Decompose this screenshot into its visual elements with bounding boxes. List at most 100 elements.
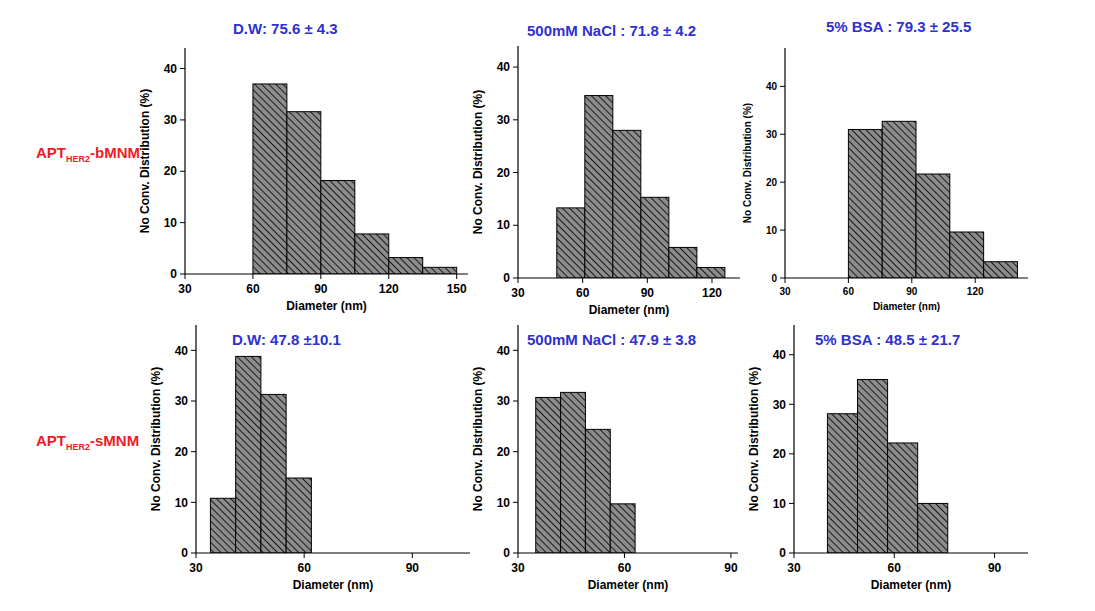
y-tick [789, 354, 794, 355]
y-tick [780, 86, 785, 87]
y-tick-label: 30 [175, 394, 189, 408]
y-tick-label: 20 [766, 177, 778, 188]
panel: 010203040306090Diameter (nm)No Conv. Dis… [149, 325, 470, 592]
row-label-text: APT [36, 144, 66, 161]
y-tick-label: 20 [164, 164, 178, 178]
row-label: APTHER2-sMNM [36, 432, 139, 452]
x-tick [518, 553, 519, 558]
y-tick [191, 401, 196, 402]
histogram-bar [610, 504, 635, 553]
y-tick [513, 119, 518, 120]
histogram-bar [536, 397, 561, 553]
histogram-bar [561, 392, 586, 553]
x-tick [730, 553, 731, 558]
x-axis-line [518, 277, 740, 278]
y-tick [513, 451, 518, 452]
y-tick-label: 10 [766, 225, 778, 236]
y-tick [513, 67, 518, 68]
x-tick-label: 60 [618, 561, 632, 575]
histogram-bar [423, 267, 457, 274]
y-axis-line [517, 46, 518, 278]
x-tick [848, 278, 849, 283]
y-tick [789, 553, 794, 554]
histogram-bar [916, 174, 950, 278]
panel: 010203040306090120Diameter (nm)No Conv. … [742, 18, 1028, 312]
histogram-bar [669, 247, 697, 278]
row-label-suffix: -sMNM [90, 432, 139, 449]
panel-title: 500mM NaCl : 71.8 ± 4.2 [527, 22, 696, 39]
histogram-bar [286, 478, 311, 553]
histogram-bar [888, 443, 918, 553]
panel-title: D.W: 47.8 ±10.1 [232, 331, 341, 348]
bars [557, 96, 725, 278]
x-tick [647, 278, 648, 283]
x-tick-label: 60 [843, 286, 855, 297]
x-tick-label: 90 [406, 561, 420, 575]
y-tick [513, 502, 518, 503]
y-tick-label: 0 [779, 546, 786, 560]
x-tick-label: 30 [787, 561, 801, 575]
x-tick [582, 278, 583, 283]
y-tick-label: 40 [164, 62, 178, 76]
y-tick [180, 222, 185, 223]
x-tick-label: 90 [314, 282, 328, 296]
x-axis-label: Diameter (nm) [871, 578, 952, 592]
y-tick [789, 503, 794, 504]
y-tick-label: 20 [773, 447, 787, 461]
y-tick [780, 230, 785, 231]
x-tick [894, 553, 895, 558]
y-tick-label: 40 [497, 60, 511, 74]
x-tick [624, 553, 625, 558]
x-tick-label: 90 [641, 286, 655, 300]
y-axis-line [517, 325, 518, 553]
y-tick-label: 10 [175, 496, 189, 510]
y-tick [780, 278, 785, 279]
x-tick-label: 60 [246, 282, 260, 296]
row-label-subscript: HER2 [66, 154, 90, 164]
x-tick [388, 274, 389, 279]
histogram-bar [882, 121, 916, 278]
y-tick [780, 182, 785, 183]
y-tick [513, 225, 518, 226]
x-tick [252, 274, 253, 279]
y-tick [180, 119, 185, 120]
x-tick-label: 120 [967, 286, 984, 297]
histogram-bar [389, 258, 423, 274]
y-axis-label: No Conv. Distribution (%) [149, 367, 163, 511]
y-axis-line [793, 325, 794, 553]
histogram-bar [613, 130, 641, 278]
y-tick [180, 274, 185, 275]
histogram-bar [984, 262, 1018, 278]
bars [848, 121, 1017, 278]
x-tick-label: 120 [379, 282, 399, 296]
y-tick-label: 10 [164, 216, 178, 230]
y-axis-label: No Conv. Distribution (%) [471, 367, 485, 511]
y-tick [191, 350, 196, 351]
x-tick [994, 553, 995, 558]
y-tick [513, 350, 518, 351]
x-tick-label: 60 [576, 286, 590, 300]
x-tick-label: 30 [511, 561, 525, 575]
y-tick-label: 40 [175, 344, 189, 358]
bars [210, 356, 311, 553]
x-tick [785, 278, 786, 283]
histogram-bar [585, 96, 613, 278]
y-tick [513, 401, 518, 402]
x-tick-label: 30 [189, 561, 203, 575]
x-tick [711, 278, 712, 283]
histogram-bar [210, 498, 235, 553]
panel-title: D.W: 75.6 ± 4.3 [233, 20, 338, 37]
panel-title: 5% BSA : 79.3 ± 25.5 [826, 18, 971, 35]
x-tick [975, 278, 976, 283]
histogram-bar [557, 208, 585, 278]
y-tick-label: 0 [503, 546, 510, 560]
row-label: APTHER2-bMNM [36, 144, 140, 164]
y-axis-label: No Conv. Distribution (%) [747, 367, 761, 511]
y-tick [191, 553, 196, 554]
y-tick-label: 30 [773, 398, 787, 412]
y-tick-label: 10 [497, 496, 511, 510]
x-tick [518, 278, 519, 283]
x-tick [320, 274, 321, 279]
x-tick-label: 30 [178, 282, 192, 296]
histogram-bar [253, 84, 287, 274]
